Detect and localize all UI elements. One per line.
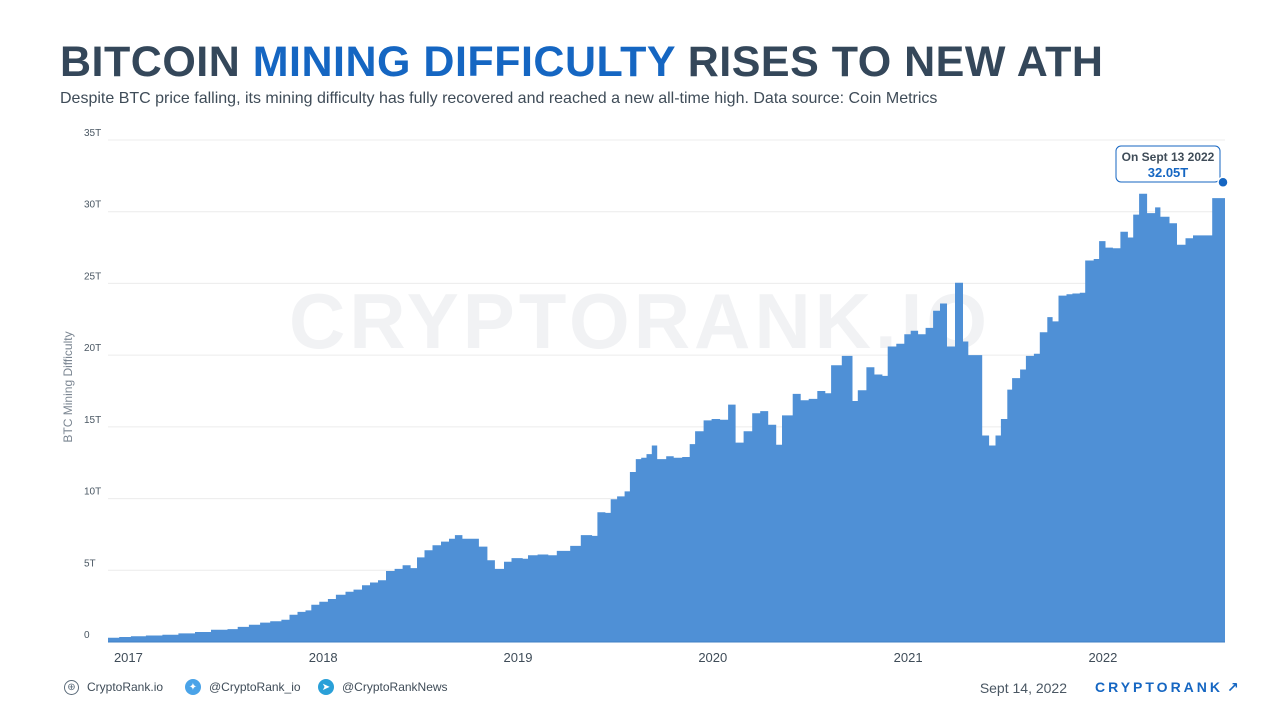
y-axis-label: BTC Mining Difficulty [61, 331, 75, 442]
chart-title: BITCOIN MINING DIFFICULTY RISES TO NEW A… [60, 38, 1103, 87]
annotation-box [1115, 145, 1221, 183]
y-axis: 0 5T 10T 15T 20T 25T 30T 35T [84, 128, 101, 641]
brand-logo[interactable]: CRYPTORANK ↗ [1095, 679, 1239, 696]
difficulty-area [108, 182, 1225, 643]
chart-subtitle: Despite BTC price falling, its mining di… [60, 90, 938, 107]
x-axis: 2017 2018 2019 2020 2021 2022 [114, 650, 1117, 665]
y-tick-label: 30T [84, 200, 101, 211]
y-tick-label: 10T [84, 487, 101, 498]
y-tick-label: 5T [84, 558, 96, 569]
y-tick-label: 20T [84, 343, 101, 354]
annotation-point [1217, 176, 1229, 189]
annotation-value: 32.05T [1148, 165, 1189, 180]
telegram-icon: ➤ [318, 679, 334, 695]
watermark-text: CRYPTORANK.IO [289, 277, 991, 365]
x-tick-label: 2018 [309, 650, 338, 665]
x-tick-label: 2019 [504, 650, 533, 665]
footer-website[interactable]: ⊕ CryptoRank.io [64, 678, 163, 696]
y-tick-label: 0 [84, 630, 90, 641]
ath-annotation: On Sept 13 2022 32.05T [1115, 145, 1229, 189]
globe-icon: ⊕ [64, 679, 79, 695]
title-part1: BITCOIN [60, 38, 253, 86]
external-link-icon: ↗ [1227, 679, 1239, 695]
x-tick-label: 2022 [1088, 650, 1117, 665]
x-tick-label: 2020 [698, 650, 727, 665]
x-tick-label: 2021 [894, 650, 923, 665]
y-tick-label: 15T [84, 415, 101, 426]
telegram-label: @CryptoRankNews [342, 680, 448, 694]
y-tick-label: 35T [84, 128, 101, 139]
twitter-label: @CryptoRank_io [209, 680, 301, 694]
footer-telegram[interactable]: ➤ @CryptoRankNews [318, 678, 448, 696]
title-part2: RISES TO NEW ATH [675, 38, 1104, 86]
twitter-icon: ✦ [185, 679, 201, 695]
brand-name: CRYPTORANK [1095, 679, 1224, 695]
website-label: CryptoRank.io [87, 680, 164, 694]
title-accent: MINING DIFFICULTY [252, 38, 676, 86]
footer-twitter[interactable]: ✦ @CryptoRank_io [185, 678, 301, 696]
y-tick-label: 25T [84, 271, 101, 282]
annotation-date: On Sept 13 2022 [1122, 150, 1215, 164]
x-tick-label: 2017 [114, 650, 143, 665]
publish-date: Sept 14, 2022 [979, 680, 1067, 696]
